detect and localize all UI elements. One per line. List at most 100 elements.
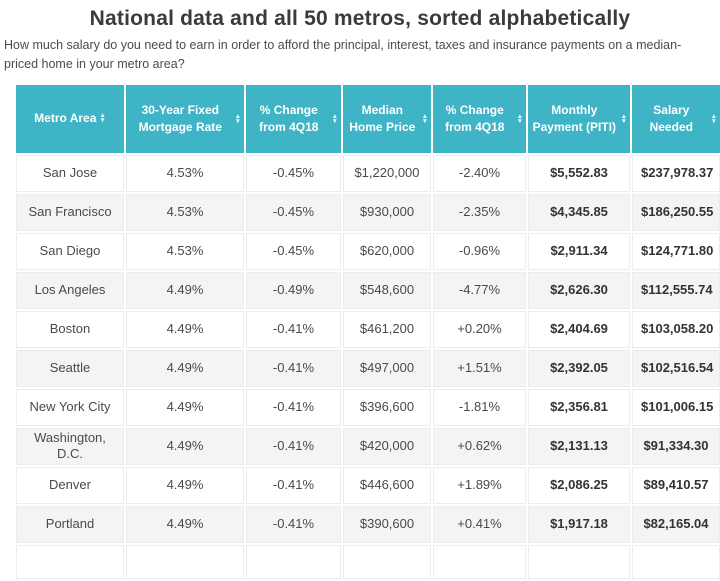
table-row: Washington, D.C.4.49%-0.41%$420,000+0.62… bbox=[16, 428, 720, 466]
cell-metro-area: Portland bbox=[16, 506, 124, 543]
column-header-label: Salary Needed bbox=[635, 102, 708, 136]
cell-median-home-price: $930,000 bbox=[343, 194, 431, 231]
column-header-label: Median Home Price bbox=[346, 102, 419, 136]
column-header-label: % Change from 4Q18 bbox=[249, 102, 329, 136]
cell-mortgage-rate: 4.49% bbox=[126, 428, 244, 466]
cell-median-home-price: $548,600 bbox=[343, 272, 431, 309]
column-header-label: Monthly Payment (PITI) bbox=[531, 102, 618, 136]
column-header-inner: Monthly Payment (PITI)▲▼ bbox=[531, 102, 627, 136]
cell-metro-area: Seattle bbox=[16, 350, 124, 387]
cell-salary-needed: $82,165.04 bbox=[632, 506, 720, 543]
sort-down-arrow-icon: ▼ bbox=[99, 118, 105, 123]
sort-icon[interactable]: ▲▼ bbox=[332, 114, 338, 124]
cell-median-home-price: $1,220,000 bbox=[343, 155, 431, 192]
cell-empty bbox=[16, 545, 124, 579]
sort-icon[interactable]: ▲▼ bbox=[711, 114, 717, 124]
cell-salary-needed: $103,058.20 bbox=[632, 311, 720, 348]
column-header-salary-needed[interactable]: Salary Needed▲▼ bbox=[632, 85, 720, 153]
cell-salary-needed: $112,555.74 bbox=[632, 272, 720, 309]
sort-down-arrow-icon: ▼ bbox=[621, 119, 627, 124]
column-header-label: % Change from 4Q18 bbox=[436, 102, 514, 136]
cell-empty bbox=[528, 545, 630, 579]
cell-mortgage-rate: 4.49% bbox=[126, 467, 244, 504]
cell-metro-area: San Francisco bbox=[16, 194, 124, 231]
metros-affordability-table: Metro Area▲▼30-Year Fixed Mortgage Rate▲… bbox=[14, 83, 720, 581]
cell-monthly-payment-piti: $2,404.69 bbox=[528, 311, 630, 348]
cell-empty bbox=[343, 545, 431, 579]
cell-median-home-price: $497,000 bbox=[343, 350, 431, 387]
cell-price-change-4q18: -2.40% bbox=[433, 155, 526, 192]
cell-metro-area: Boston bbox=[16, 311, 124, 348]
cell-empty bbox=[433, 545, 526, 579]
cell-salary-needed: $101,006.15 bbox=[632, 389, 720, 426]
cell-monthly-payment-piti: $2,131.13 bbox=[528, 428, 630, 466]
table-header: Metro Area▲▼30-Year Fixed Mortgage Rate▲… bbox=[16, 85, 720, 153]
cell-mortgage-rate: 4.49% bbox=[126, 311, 244, 348]
cell-price-change-4q18: +0.62% bbox=[433, 428, 526, 466]
cell-rate-change-4q18: -0.45% bbox=[246, 155, 341, 192]
column-header-price-change-4q18[interactable]: % Change from 4Q18▲▼ bbox=[433, 85, 526, 153]
cell-monthly-payment-piti: $2,911.34 bbox=[528, 233, 630, 270]
column-header-inner: Metro Area▲▼ bbox=[19, 110, 121, 127]
cell-mortgage-rate: 4.53% bbox=[126, 155, 244, 192]
sort-down-arrow-icon: ▼ bbox=[517, 119, 523, 124]
cell-mortgage-rate: 4.53% bbox=[126, 194, 244, 231]
cell-salary-needed: $91,334.30 bbox=[632, 428, 720, 466]
cell-price-change-4q18: -1.81% bbox=[433, 389, 526, 426]
cell-median-home-price: $461,200 bbox=[343, 311, 431, 348]
cell-median-home-price: $446,600 bbox=[343, 467, 431, 504]
cell-median-home-price: $396,600 bbox=[343, 389, 431, 426]
page-title: National data and all 50 metros, sorted … bbox=[8, 7, 712, 31]
cell-empty bbox=[126, 545, 244, 579]
column-header-inner: Salary Needed▲▼ bbox=[635, 102, 717, 136]
cell-mortgage-rate: 4.49% bbox=[126, 350, 244, 387]
cell-salary-needed: $237,978.37 bbox=[632, 155, 720, 192]
column-header-label: Metro Area bbox=[34, 110, 96, 127]
cell-metro-area: San Jose bbox=[16, 155, 124, 192]
cell-salary-needed: $186,250.55 bbox=[632, 194, 720, 231]
cell-rate-change-4q18: -0.41% bbox=[246, 350, 341, 387]
cell-metro-area: Denver bbox=[16, 467, 124, 504]
cell-monthly-payment-piti: $2,356.81 bbox=[528, 389, 630, 426]
sort-icon[interactable]: ▲▼ bbox=[517, 114, 523, 124]
sort-down-arrow-icon: ▼ bbox=[422, 119, 428, 124]
cell-mortgage-rate: 4.49% bbox=[126, 272, 244, 309]
sort-down-arrow-icon: ▼ bbox=[711, 119, 717, 124]
cell-empty bbox=[632, 545, 720, 579]
column-header-inner: % Change from 4Q18▲▼ bbox=[436, 102, 523, 136]
cell-metro-area: New York City bbox=[16, 389, 124, 426]
page-subtitle: How much salary do you need to earn in o… bbox=[4, 36, 714, 74]
cell-metro-area: Washington, D.C. bbox=[16, 428, 124, 466]
cell-rate-change-4q18: -0.41% bbox=[246, 428, 341, 466]
column-header-inner: % Change from 4Q18▲▼ bbox=[249, 102, 338, 136]
cell-rate-change-4q18: -0.45% bbox=[246, 194, 341, 231]
cell-monthly-payment-piti: $1,917.18 bbox=[528, 506, 630, 543]
cell-price-change-4q18: +0.20% bbox=[433, 311, 526, 348]
column-header-monthly-payment-piti[interactable]: Monthly Payment (PITI)▲▼ bbox=[528, 85, 630, 153]
table-header-row: Metro Area▲▼30-Year Fixed Mortgage Rate▲… bbox=[16, 85, 720, 153]
sort-icon[interactable]: ▲▼ bbox=[422, 114, 428, 124]
column-header-median-home-price[interactable]: Median Home Price▲▼ bbox=[343, 85, 431, 153]
column-header-mortgage-rate[interactable]: 30-Year Fixed Mortgage Rate▲▼ bbox=[126, 85, 244, 153]
cell-salary-needed: $102,516.54 bbox=[632, 350, 720, 387]
cell-monthly-payment-piti: $2,626.30 bbox=[528, 272, 630, 309]
cell-empty bbox=[246, 545, 341, 579]
cell-median-home-price: $420,000 bbox=[343, 428, 431, 466]
cell-price-change-4q18: -4.77% bbox=[433, 272, 526, 309]
sort-icon[interactable]: ▲▼ bbox=[621, 114, 627, 124]
sort-down-arrow-icon: ▼ bbox=[332, 119, 338, 124]
column-header-metro-area[interactable]: Metro Area▲▼ bbox=[16, 85, 124, 153]
cell-metro-area: San Diego bbox=[16, 233, 124, 270]
column-header-rate-change-4q18[interactable]: % Change from 4Q18▲▼ bbox=[246, 85, 341, 153]
sort-icon[interactable]: ▲▼ bbox=[235, 114, 241, 124]
cell-rate-change-4q18: -0.41% bbox=[246, 389, 341, 426]
cell-price-change-4q18: -0.96% bbox=[433, 233, 526, 270]
sort-icon[interactable]: ▲▼ bbox=[99, 113, 105, 123]
cell-mortgage-rate: 4.53% bbox=[126, 233, 244, 270]
